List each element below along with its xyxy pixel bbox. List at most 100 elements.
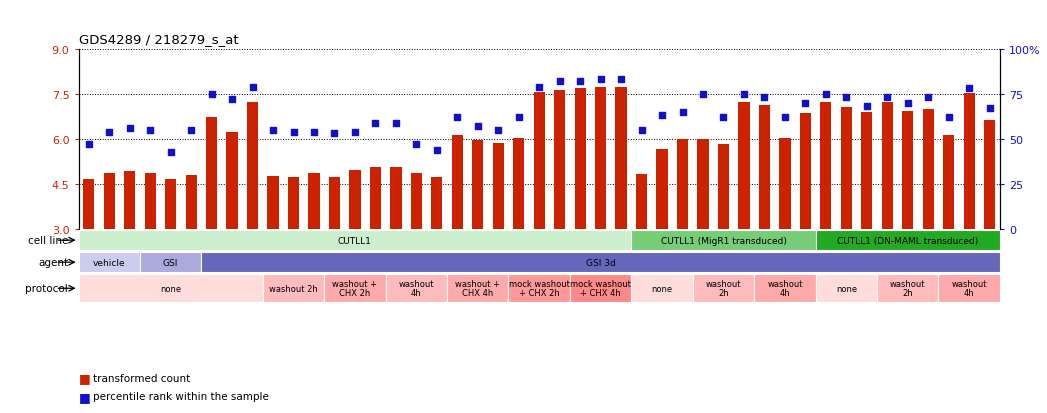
Text: washout
4h: washout 4h: [952, 280, 987, 297]
Point: [736, 91, 753, 98]
Point: [818, 91, 834, 98]
Text: GSI 3d: GSI 3d: [585, 258, 616, 267]
Bar: [472, 141, 484, 230]
Text: ■: ■: [79, 390, 90, 403]
Text: percentile rank within the sample: percentile rank within the sample: [93, 392, 269, 401]
Bar: [759, 106, 770, 230]
Bar: [738, 103, 750, 230]
Point: [593, 77, 609, 83]
FancyBboxPatch shape: [816, 275, 877, 302]
Bar: [943, 136, 954, 230]
Bar: [165, 180, 176, 230]
Bar: [697, 140, 709, 230]
Point: [838, 95, 854, 102]
Point: [285, 129, 302, 135]
Text: washout
4h: washout 4h: [767, 280, 803, 297]
Bar: [206, 118, 217, 230]
Bar: [841, 108, 852, 230]
Bar: [431, 178, 443, 230]
Point: [265, 127, 282, 134]
Text: CUTLL1 (MigR1 transduced): CUTLL1 (MigR1 transduced): [661, 236, 786, 245]
Bar: [451, 136, 463, 230]
Point: [920, 95, 937, 102]
Point: [633, 127, 650, 134]
Bar: [513, 139, 525, 230]
Bar: [288, 178, 299, 230]
Point: [531, 84, 548, 91]
Bar: [370, 168, 381, 230]
Bar: [575, 89, 585, 230]
Text: cell line: cell line: [27, 235, 68, 246]
FancyBboxPatch shape: [816, 230, 1000, 251]
FancyBboxPatch shape: [140, 252, 201, 273]
Bar: [554, 91, 565, 230]
Point: [183, 127, 200, 134]
Bar: [922, 110, 934, 230]
Bar: [493, 144, 504, 230]
Bar: [636, 175, 647, 230]
Text: vehicle: vehicle: [93, 258, 126, 267]
Bar: [718, 145, 729, 230]
Text: washout +
CHX 2h: washout + CHX 2h: [333, 280, 377, 297]
Bar: [534, 93, 544, 230]
FancyBboxPatch shape: [877, 275, 938, 302]
Point: [981, 106, 998, 112]
Point: [408, 142, 425, 148]
Point: [367, 120, 384, 127]
Bar: [226, 133, 238, 230]
Point: [469, 123, 486, 130]
FancyBboxPatch shape: [509, 275, 570, 302]
Bar: [820, 103, 831, 230]
Bar: [656, 149, 668, 230]
Point: [224, 97, 241, 103]
Point: [162, 149, 179, 155]
Point: [81, 142, 97, 148]
Bar: [903, 112, 913, 230]
Point: [674, 109, 691, 116]
FancyBboxPatch shape: [570, 275, 631, 302]
Bar: [616, 88, 627, 230]
Bar: [144, 173, 156, 230]
Text: agent: agent: [38, 258, 68, 268]
Point: [326, 131, 342, 138]
Bar: [125, 172, 135, 230]
FancyBboxPatch shape: [754, 275, 816, 302]
Point: [121, 126, 138, 132]
Point: [347, 129, 363, 135]
Point: [387, 120, 404, 127]
Bar: [984, 121, 996, 230]
Bar: [779, 139, 790, 230]
Point: [612, 77, 629, 83]
Text: washout 2h: washout 2h: [269, 284, 318, 293]
Text: mock washout
+ CHX 2h: mock washout + CHX 2h: [509, 280, 570, 297]
Point: [490, 127, 507, 134]
FancyBboxPatch shape: [201, 252, 1000, 273]
Bar: [800, 114, 811, 230]
FancyBboxPatch shape: [263, 275, 325, 302]
Point: [940, 115, 957, 121]
Point: [101, 129, 117, 135]
Text: none: none: [160, 284, 181, 293]
Text: ■: ■: [79, 371, 90, 385]
Point: [653, 113, 670, 119]
Point: [449, 115, 466, 121]
Bar: [104, 174, 115, 230]
Bar: [329, 178, 340, 230]
Text: CUTLL1: CUTLL1: [338, 236, 372, 245]
FancyBboxPatch shape: [938, 275, 1000, 302]
Text: washout
4h: washout 4h: [399, 280, 435, 297]
FancyBboxPatch shape: [631, 230, 816, 251]
Text: none: none: [651, 284, 672, 293]
Point: [797, 100, 814, 107]
Text: washout
2h: washout 2h: [890, 280, 926, 297]
Text: protocol: protocol: [25, 284, 68, 294]
Bar: [882, 103, 893, 230]
Text: GDS4289 / 218279_s_at: GDS4289 / 218279_s_at: [79, 33, 238, 45]
Point: [899, 100, 916, 107]
Text: transformed count: transformed count: [93, 373, 191, 383]
Bar: [410, 173, 422, 230]
Text: none: none: [836, 284, 856, 293]
Point: [203, 91, 220, 98]
Point: [777, 115, 794, 121]
Point: [141, 127, 158, 134]
